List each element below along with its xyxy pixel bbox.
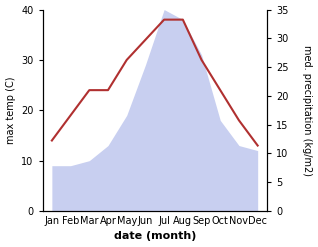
Y-axis label: med. precipitation (kg/m2): med. precipitation (kg/m2) [302,45,313,176]
Y-axis label: max temp (C): max temp (C) [5,77,16,144]
X-axis label: date (month): date (month) [114,231,196,242]
